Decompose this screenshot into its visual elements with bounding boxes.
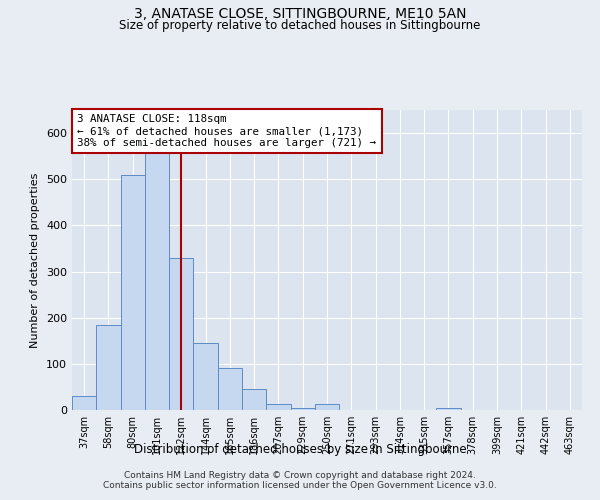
- Text: 3, ANATASE CLOSE, SITTINGBOURNE, ME10 5AN: 3, ANATASE CLOSE, SITTINGBOURNE, ME10 5A…: [134, 8, 466, 22]
- Bar: [72, 396, 96, 410]
- Text: 3 ANATASE CLOSE: 118sqm
← 61% of detached houses are smaller (1,173)
38% of semi: 3 ANATASE CLOSE: 118sqm ← 61% of detache…: [77, 114, 376, 148]
- Bar: [96, 324, 121, 410]
- Bar: [169, 258, 193, 410]
- Bar: [218, 368, 242, 410]
- Text: Distribution of detached houses by size in Sittingbourne: Distribution of detached houses by size …: [134, 442, 466, 456]
- Text: Size of property relative to detached houses in Sittingbourne: Size of property relative to detached ho…: [119, 19, 481, 32]
- Text: Contains HM Land Registry data © Crown copyright and database right 2024.
Contai: Contains HM Land Registry data © Crown c…: [103, 470, 497, 490]
- Bar: [290, 408, 315, 410]
- Bar: [266, 404, 290, 410]
- Y-axis label: Number of detached properties: Number of detached properties: [31, 172, 40, 348]
- Bar: [145, 149, 169, 410]
- Bar: [436, 408, 461, 410]
- Bar: [242, 389, 266, 410]
- Bar: [193, 343, 218, 410]
- Bar: [315, 404, 339, 410]
- Bar: [121, 174, 145, 410]
